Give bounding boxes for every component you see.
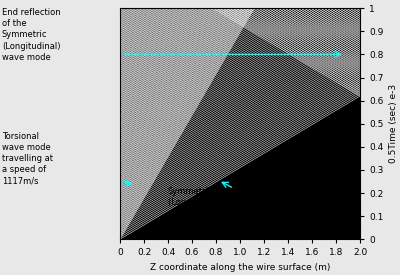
Text: Symmetric
(Longitudinal) wave
mode travelling at a
speed of 3225m/s: Symmetric (Longitudinal) wave mode trave…	[168, 187, 253, 229]
Text: Torsional
wave mode
travelling at
a speed of
1117m/s: Torsional wave mode travelling at a spee…	[2, 132, 53, 185]
Text: End reflection
of the
Symmetric
(Longitudinal)
wave mode: End reflection of the Symmetric (Longitu…	[2, 8, 61, 62]
Y-axis label: 0.5Time (sec) e-3: 0.5Time (sec) e-3	[389, 84, 398, 163]
X-axis label: Z coordinate along the wire surface (m): Z coordinate along the wire surface (m)	[150, 263, 330, 272]
